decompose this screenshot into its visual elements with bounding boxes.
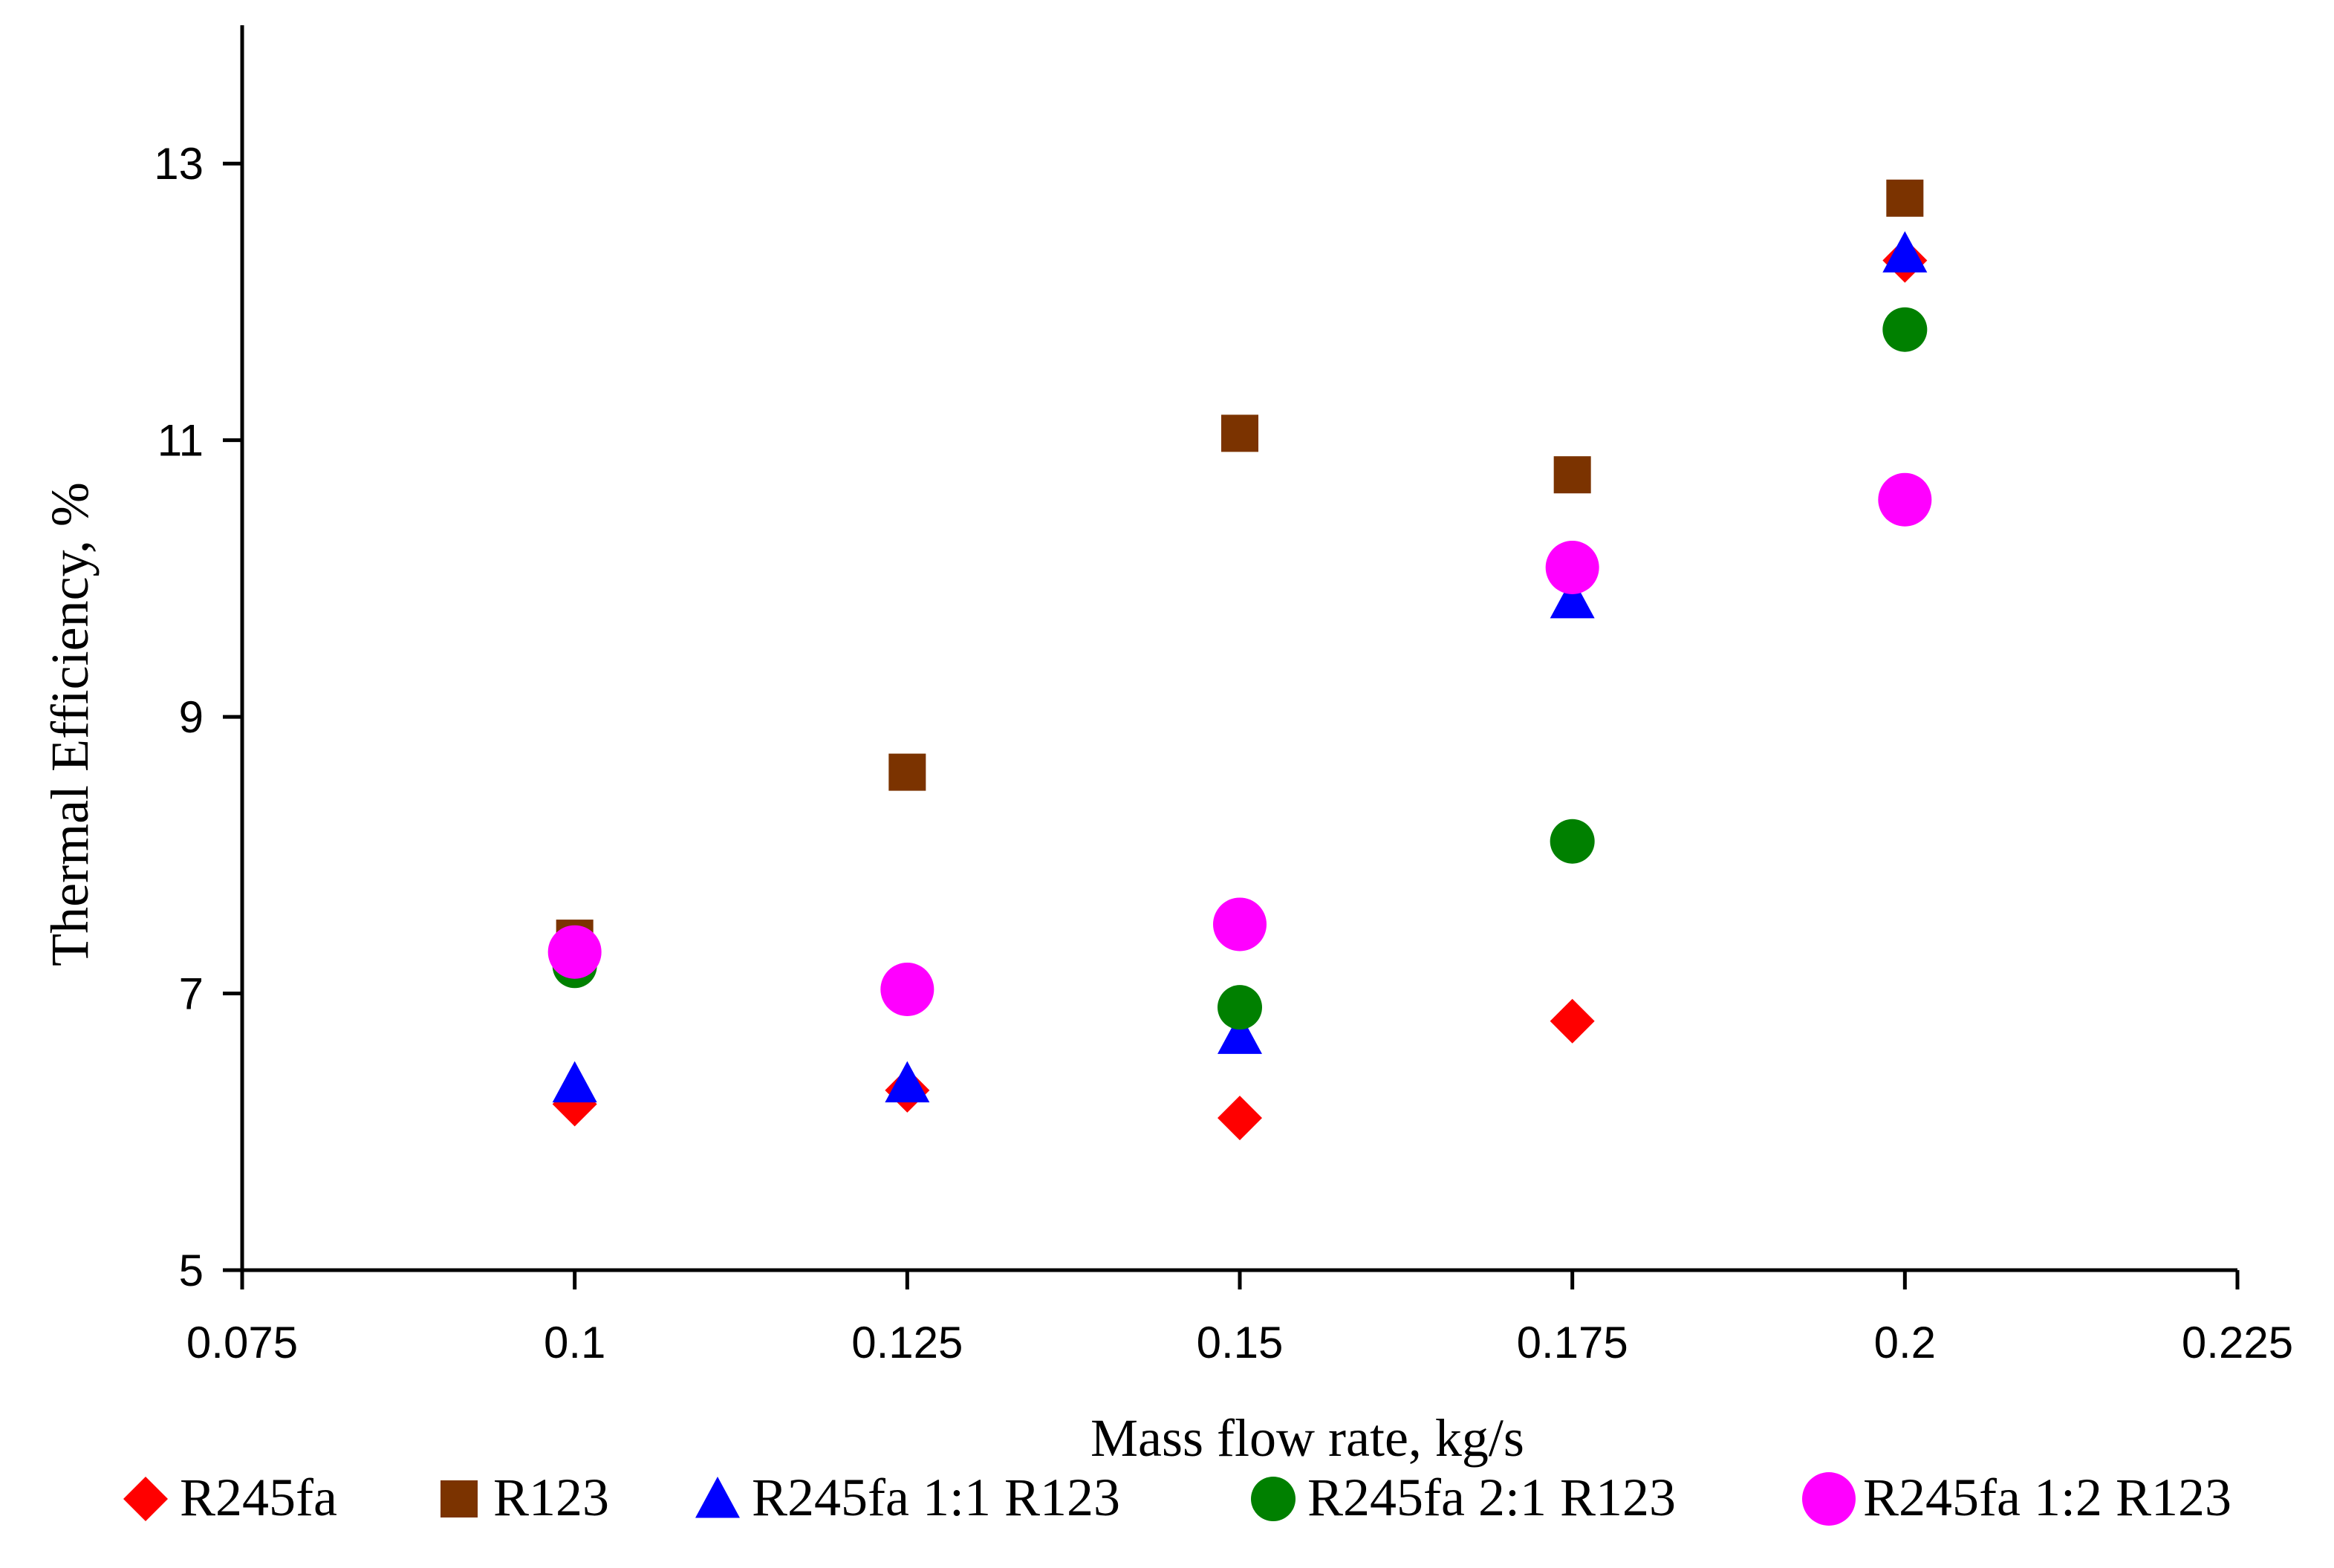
data-point xyxy=(1882,231,1928,273)
legend-label: R245fa xyxy=(180,1468,337,1527)
data-point xyxy=(888,753,926,791)
y-tick-label: 5 xyxy=(179,1246,204,1295)
axes xyxy=(240,25,2237,1272)
x-tick-label: 0.075 xyxy=(186,1318,298,1367)
x-axis-title: Mass flow rate, kg/s xyxy=(1090,1408,1524,1468)
x-axis-ticks: 0.075 0.1 0.125 0.15 0.175 0.2 0.225 xyxy=(186,1270,2293,1367)
y-tick-label: 9 xyxy=(179,692,204,742)
data-point xyxy=(1213,897,1267,951)
data-point xyxy=(1886,179,1924,217)
data-point xyxy=(1545,540,1599,594)
y-tick-label: 11 xyxy=(157,416,204,466)
x-tick-label: 0.125 xyxy=(851,1318,963,1367)
y-axis-ticks: 5 7 9 11 13 xyxy=(154,139,242,1295)
legend-marker xyxy=(1251,1477,1296,1521)
legend-marker xyxy=(441,1480,478,1517)
legend-marker xyxy=(123,1477,168,1521)
legend-label: R123 xyxy=(493,1468,609,1527)
y-tick-label: 7 xyxy=(179,969,204,1019)
legend-label: R245fa 2:1 R123 xyxy=(1307,1468,1676,1527)
data-point xyxy=(1218,1096,1262,1141)
x-tick-label: 0.225 xyxy=(2182,1318,2293,1367)
data-points xyxy=(547,179,1932,1141)
data-point xyxy=(1218,985,1262,1030)
y-tick-label: 13 xyxy=(154,139,204,189)
legend-marker xyxy=(1802,1472,1856,1526)
data-point xyxy=(885,1061,930,1103)
legend-marker xyxy=(695,1477,740,1518)
data-point xyxy=(1550,819,1595,864)
data-point xyxy=(1550,576,1595,619)
x-tick-label: 0.15 xyxy=(1197,1318,1284,1367)
legend-label: R245fa 1:1 R123 xyxy=(752,1468,1120,1527)
legend-label: R245fa 1:2 R123 xyxy=(1863,1468,2231,1527)
x-tick-label: 0.2 xyxy=(1874,1318,1936,1367)
x-tick-label: 0.175 xyxy=(1517,1318,1628,1367)
y-axis-title: Thermal Efficiency, % xyxy=(40,482,100,966)
data-point xyxy=(1882,307,1928,352)
x-tick-label: 0.1 xyxy=(544,1318,605,1367)
legend: R245fa R123 R245fa 1:1 R123 R245fa 2:1 R123… xyxy=(123,1468,2231,1527)
data-point xyxy=(552,1061,597,1103)
data-point xyxy=(1218,1012,1262,1054)
data-point xyxy=(547,925,602,979)
data-point xyxy=(1878,472,1932,527)
data-point xyxy=(1221,414,1258,452)
data-point xyxy=(1553,456,1591,494)
data-point xyxy=(1550,998,1595,1044)
data-point xyxy=(880,962,934,1016)
